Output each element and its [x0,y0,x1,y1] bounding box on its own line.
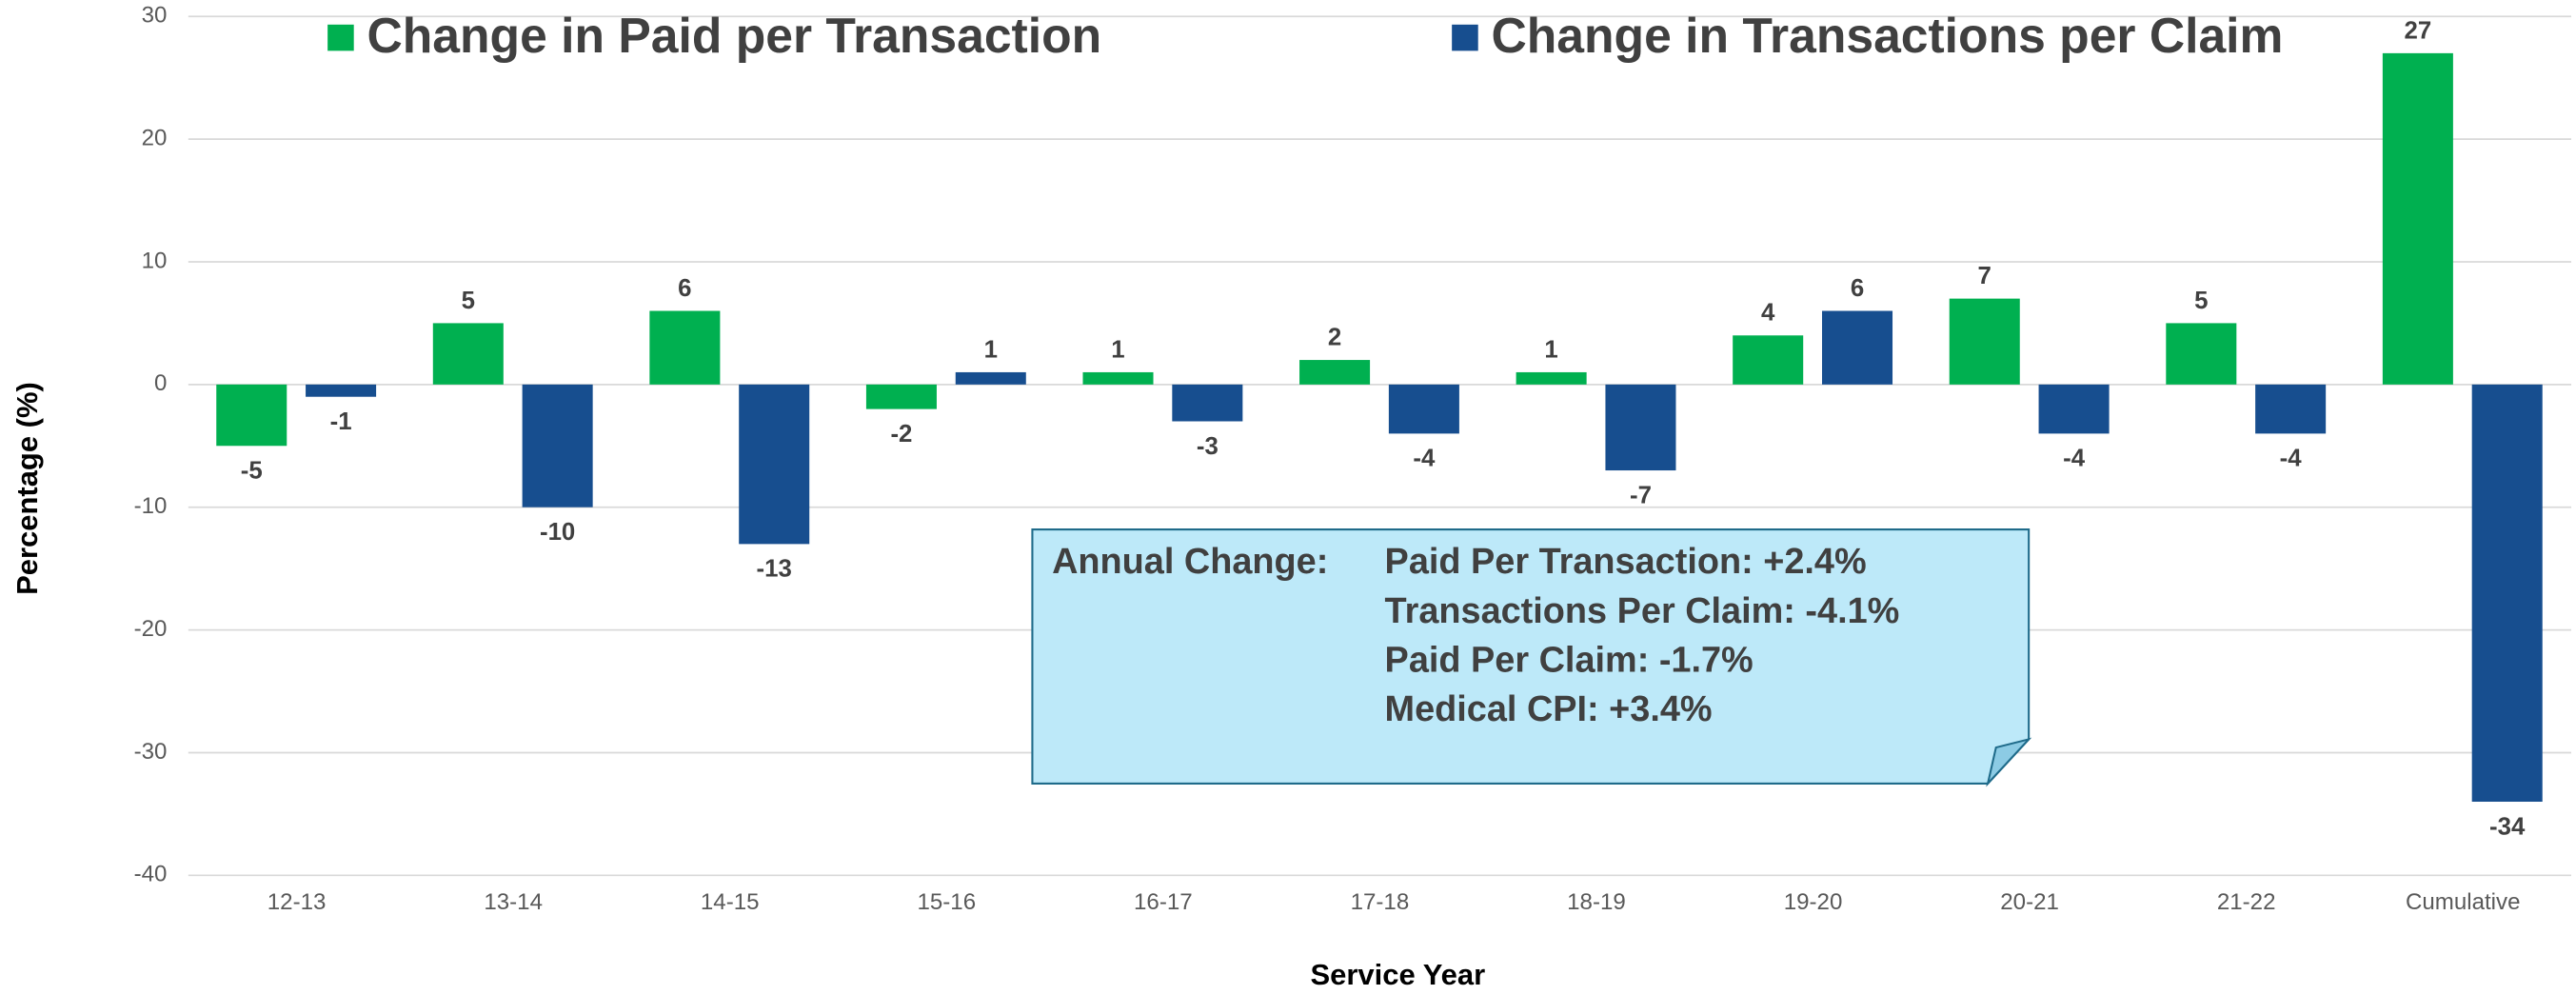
data-label: 5 [462,288,475,314]
data-label: -4 [2063,446,2086,472]
y-tick-label: 30 [142,3,168,29]
bar [216,384,287,447]
data-label: 5 [2194,288,2208,314]
data-label: 2 [1328,325,1341,351]
bar [2382,52,2453,385]
legend-label: Change in Transactions per Claim [1491,8,2283,63]
data-label: 1 [1111,336,1124,363]
data-label: -4 [2280,446,2303,472]
bar [2166,323,2237,385]
y-tick-label: -40 [134,862,168,887]
bar [1822,310,1893,385]
bar [1733,335,1804,385]
bar [2255,384,2327,434]
data-label: -10 [540,519,575,546]
annotation-label: Annual Change: [1052,542,1328,582]
bar [522,384,593,507]
data-label: 27 [2405,17,2432,44]
bar [2471,384,2543,803]
y-tick-label: -30 [134,739,168,765]
bar [1172,384,1243,422]
y-tick-label: 0 [154,370,167,396]
legend-swatch [1452,24,1478,51]
bar [1299,360,1371,385]
annotation-fold [1986,737,2032,787]
legend-label: Change in Paid per Transaction [367,8,1101,63]
data-label: 7 [1978,263,1991,289]
y-tick-label: 10 [142,248,168,273]
y-axis-label: Percentage (%) [10,382,44,595]
x-axis-label: Service Year [1310,958,1485,991]
legend-swatch [327,24,354,51]
annotation-line: Paid Per Transaction: +2.4% [1385,542,1867,582]
data-label: -1 [330,408,352,435]
data-label: 6 [678,275,691,302]
bar [1949,298,2020,385]
data-label: -3 [1197,433,1219,460]
data-label: -2 [890,421,912,448]
bar [649,310,721,385]
bar [865,384,937,409]
x-tick-label: Cumulative [2406,889,2521,915]
data-label: 1 [984,336,998,363]
x-tick-label: 18-19 [1567,889,1626,915]
annotation-line: Transactions Per Claim: -4.1% [1385,591,1900,631]
x-tick-label: 14-15 [701,889,760,915]
bar [1516,371,1587,385]
bar [2038,384,2110,434]
data-label: 6 [1851,275,1864,302]
x-tick-label: 13-14 [484,889,543,915]
data-label: 4 [1761,300,1775,327]
bar [1605,384,1676,471]
y-tick-label: 20 [142,125,168,150]
bar [1388,384,1459,434]
y-tick-label: -10 [134,493,168,519]
x-tick-label: 17-18 [1351,889,1410,915]
bar [432,323,504,385]
data-label: -4 [1413,446,1436,472]
x-tick-label: 12-13 [268,889,327,915]
data-label: 1 [1544,336,1557,363]
x-tick-label: 21-22 [2217,889,2276,915]
data-label: -5 [241,458,263,485]
bar [1082,371,1154,385]
x-tick-label: 19-20 [1784,889,1843,915]
annotation-line: Paid Per Claim: -1.7% [1385,641,1754,681]
x-tick-label: 16-17 [1134,889,1193,915]
data-label: -7 [1630,482,1652,508]
annotation-line: Medical CPI: +3.4% [1385,689,1713,729]
x-tick-label: 20-21 [2000,889,2059,915]
y-tick-label: -20 [134,616,168,642]
x-tick-label: 15-16 [917,889,976,915]
bar [306,384,377,397]
bar [955,371,1026,385]
bar [739,384,810,545]
data-label: -34 [2489,813,2526,840]
data-label: -13 [757,556,792,583]
